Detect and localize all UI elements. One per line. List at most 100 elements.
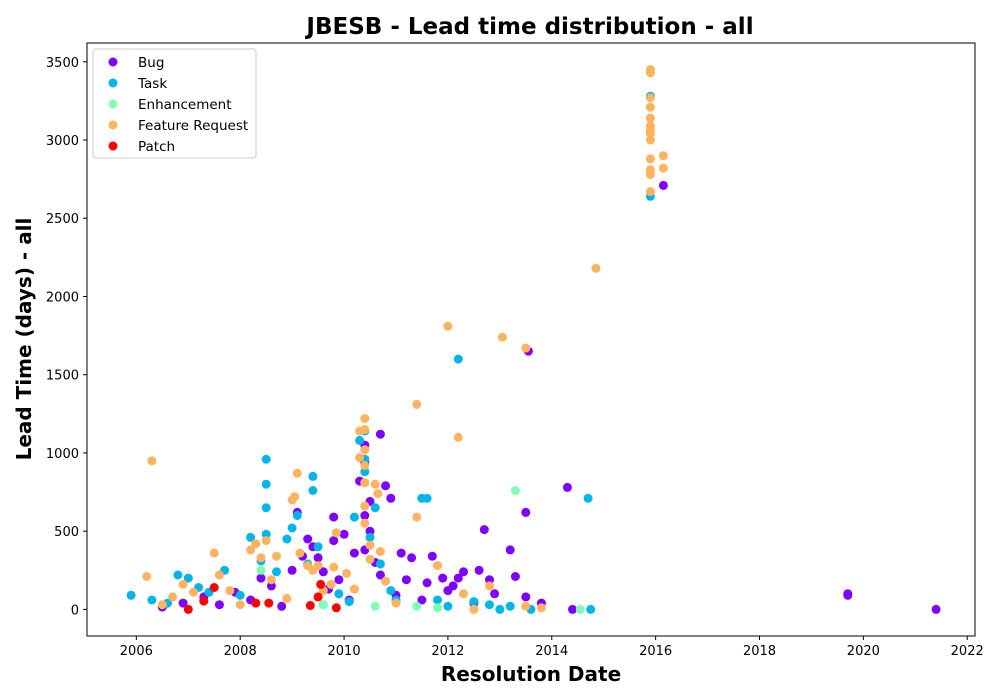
point-bug-17 [329,536,339,546]
point-feature-request-1 [147,456,157,466]
point-task-40 [453,354,463,364]
point-bug-37 [401,575,411,585]
legend-label-bug: Bug [138,55,164,71]
point-enhancement-4 [433,603,442,613]
point-enhancement-2 [370,601,380,611]
point-bug-63 [931,604,941,614]
point-feature-request-12 [251,539,261,549]
point-feature-request-16 [272,551,281,561]
y-tick-label-3: 1500 [46,369,79,384]
point-feature-request-34 [360,425,370,434]
point-bug-51 [490,589,500,599]
point-bug-3 [214,600,224,610]
point-feature-request-71 [645,169,655,179]
point-bug-1 [178,598,188,608]
point-task-30 [360,467,370,477]
point-feature-request-74 [658,163,668,173]
point-bug-19 [334,575,344,585]
point-bug-59 [568,604,577,614]
point-feature-request-5 [189,587,198,597]
point-feature-request-49 [433,561,442,571]
point-patch-3 [251,598,261,608]
point-task-25 [344,597,354,607]
point-bug-20 [339,529,349,539]
y-tick-label-1: 500 [54,525,79,540]
point-bug-26 [360,511,370,520]
point-feature-request-9 [225,586,235,596]
point-task-46 [583,493,593,503]
point-bug-7 [266,581,276,591]
legend-marker-enhancement [108,99,118,109]
point-bug-12 [303,534,313,544]
point-bug-42 [438,573,448,583]
point-feature-request-35 [360,445,370,455]
point-bug-36 [396,548,406,558]
point-patch-2 [209,583,219,592]
point-enhancement-1 [318,600,328,610]
point-feature-request-3 [168,592,178,602]
point-task-34 [386,586,396,596]
point-feature-request-50 [443,321,453,331]
point-feature-request-0 [142,572,152,581]
point-feature-request-44 [375,547,385,556]
point-task-8 [235,590,245,600]
point-feature-request-15 [266,575,276,585]
point-task-41 [469,597,479,607]
point-bug-49 [479,525,489,535]
point-bug-54 [521,507,531,517]
point-bug-31 [375,429,385,439]
point-feature-request-54 [485,581,494,591]
point-enhancement-3 [412,601,422,611]
point-task-11 [261,454,271,464]
legend-label-patch: Patch [138,139,175,155]
x-axis-title: Resolution Date [441,662,621,686]
y-axis-ticks: 0 500 1000 1500 2000 2500 3000 3500 [46,56,87,618]
series-task [126,91,655,614]
point-task-22 [313,542,323,552]
point-bug-38 [407,553,417,563]
x-tick-label-8: 2022 [951,644,984,659]
x-tick-label-1: 2008 [224,644,257,659]
point-task-39 [443,601,453,611]
point-task-44 [505,601,515,611]
point-task-37 [422,493,432,503]
point-task-12 [261,479,271,489]
point-feature-request-45 [381,576,391,586]
point-feature-request-46 [391,598,401,608]
point-task-16 [282,534,292,544]
point-feature-request-41 [365,554,375,564]
point-task-47 [586,604,596,614]
point-feature-request-24 [313,561,323,571]
point-bug-15 [318,567,328,577]
point-feature-request-26 [326,579,336,589]
point-feature-request-38 [360,501,370,511]
legend: Bug Task Enhancement Feature Request Patch [92,48,257,159]
point-bug-60 [658,180,668,190]
point-feature-request-40 [365,540,375,550]
point-task-15 [272,567,281,577]
point-enhancement-7 [575,604,585,614]
point-feature-request-37 [360,478,370,488]
point-feature-request-53 [469,604,479,614]
x-axis-ticks: 2006 2008 2010 2012 2014 2016 2018 2020 2022 [120,636,984,659]
point-bug-22 [349,548,359,558]
point-feature-request-62 [645,93,655,103]
point-feature-request-43 [373,489,383,499]
point-bug-9 [287,565,297,575]
point-feature-request-8 [214,570,224,580]
plot-frame [86,42,976,637]
point-task-42 [485,600,494,610]
point-feature-request-11 [246,545,256,555]
y-tick-label-2: 1000 [46,447,79,462]
point-bug-62 [843,590,853,600]
point-feature-request-55 [497,332,507,342]
point-feature-request-39 [360,518,370,528]
point-bug-40 [422,578,432,588]
point-bug-46 [459,567,468,577]
point-feature-request-64 [645,113,655,123]
point-patch-6 [313,592,323,602]
point-task-0 [126,590,136,600]
legend-marker-bug [108,57,118,67]
legend-frame [92,48,257,159]
point-enhancement-0 [256,565,266,575]
